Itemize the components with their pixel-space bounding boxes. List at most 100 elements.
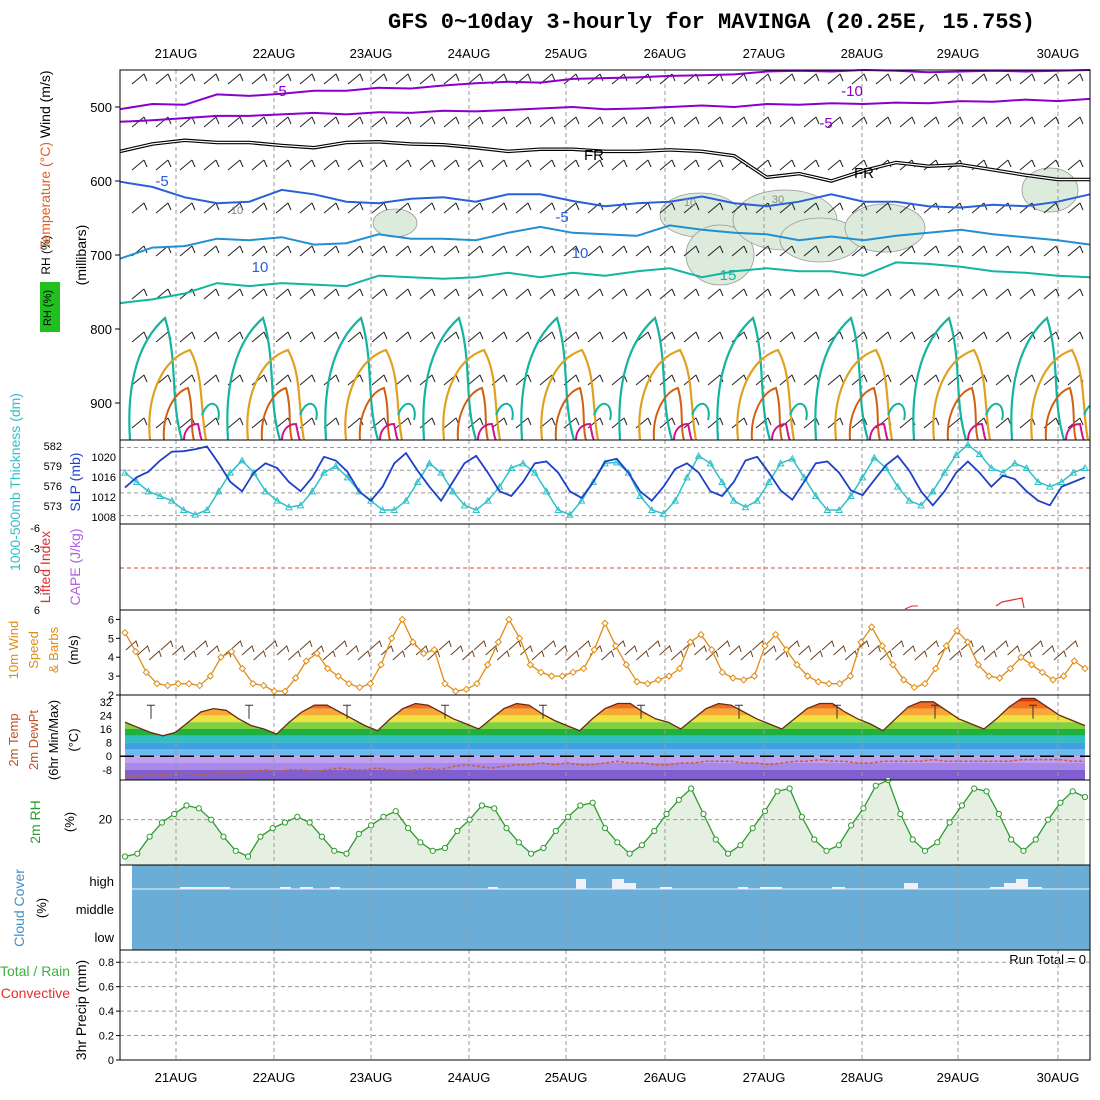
wind-barb [539,116,556,128]
wind-barb [899,374,916,386]
wind-barb [419,116,436,128]
wind-barb [798,645,812,656]
wind-barb [587,245,604,257]
rh-area [685,224,755,286]
cloud-unit-label: (%) [34,898,49,918]
wind-barb [450,645,464,656]
wind-barb [323,73,340,85]
rh-contour [540,348,600,441]
top-date-label: 29AUG [937,46,980,61]
thickness-marker [448,487,457,495]
wind-barb [995,331,1012,343]
temp-axis-label: (6hr Min/Max) [46,700,61,780]
rh-marker [404,825,412,832]
rh2m-unit-label: (%) [62,812,77,832]
dewpoint-line [125,758,1085,778]
rh-marker [491,805,498,812]
thickness-marker [659,509,668,517]
minmax-bar [245,704,253,719]
wind-barb [515,202,532,214]
wind-barb [380,645,394,656]
wind-speed-marker [985,672,993,680]
wind-barb [587,159,604,171]
wind-barb [971,202,988,214]
rh-contour [834,348,894,441]
rh-marker [712,836,719,843]
rh-tick-label: 20 [99,813,113,827]
slp-tick-label: 1020 [92,452,116,464]
wind-barb [275,288,292,300]
rh-marker [786,785,793,792]
wind-barb [179,159,196,171]
wind-barb [155,159,172,171]
wind-barb [995,640,1009,651]
contour-label: -5 [155,173,168,190]
wind-barb [203,202,220,214]
temp-band [125,763,1085,770]
temp-band [125,715,1085,723]
thickness-marker [1034,477,1043,485]
thickness-marker [683,473,691,481]
rh-contour [638,348,698,441]
wind-barb [947,245,964,257]
wind-speed-marker [419,649,428,658]
wind-speed-marker [857,638,865,646]
top-date-label: 25AUG [545,46,588,61]
wind-barb [395,159,412,171]
wind-barb [1067,202,1084,214]
top-date-label: 30AUG [1037,46,1080,61]
thickness-marker [823,505,832,513]
wind-barb [851,288,868,300]
contour-label: -10 [841,83,863,100]
wind-speed-marker [878,642,887,650]
rh-marker [232,847,239,854]
wind-speed-marker [569,668,577,677]
wind-barb [803,159,820,171]
high-cloud-cell [280,887,291,889]
wind-speed-marker [643,679,652,688]
wind-barb [347,116,364,128]
wind-barb [947,374,964,386]
wind10m-axis-label: & Barbs [46,626,61,673]
wind-barb [515,288,532,300]
rh-contour [260,386,293,441]
thickness-marker [917,501,925,509]
wind-barb [357,650,371,661]
li-trace [995,597,1025,609]
wind-barb [971,288,988,300]
wind-barb [779,73,796,85]
wind-speed-marker [537,668,545,677]
wind-barb [347,245,364,257]
thickness-marker [566,510,574,518]
wind-barb [203,159,220,171]
wind-barb [875,331,892,343]
rh-marker [737,842,744,849]
wind-barb [227,288,244,300]
wind-barb [346,645,359,656]
wind-barb [803,116,820,128]
wind-barb [635,116,652,128]
wind-barb [659,202,676,214]
temp-band [125,756,1085,763]
wind-barb [717,640,731,651]
high-cloud-cell [488,887,498,889]
thickness-marker [402,496,410,504]
wind-barb [827,159,844,171]
thickness-marker [952,450,961,458]
rh-marker [269,825,276,832]
wind-speed-marker [739,676,748,684]
wind-barb [275,159,292,171]
wind-barb [155,288,172,300]
wind-speed-marker [953,627,961,635]
precip-axis-label: 3hr Precip (mm) [73,960,89,1060]
wind-barb [670,650,684,661]
wind-barb [203,331,220,343]
rh-marker [971,785,978,792]
wind-barb [902,645,916,656]
thickness-marker [144,487,153,495]
rh-contour [593,402,612,421]
wind-barb [683,245,700,257]
rh-marker [1057,799,1064,806]
top-date-label: 21AUG [155,46,198,61]
rh-contour [358,386,391,441]
